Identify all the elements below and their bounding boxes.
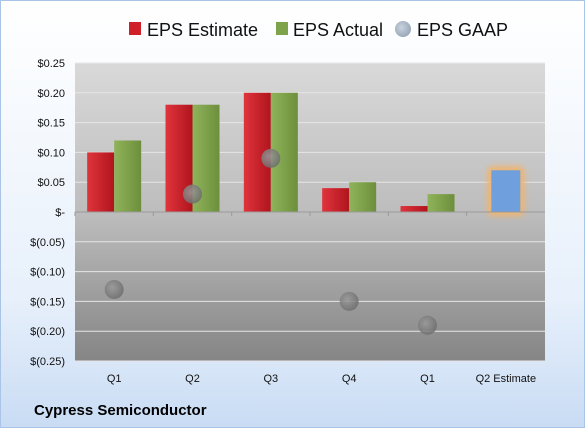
- y-tick-label: $0.05: [37, 177, 65, 189]
- y-axis-tick-labels: $0.25 $0.20 $0.15 $0.10 $0.05 $- $(0.05) $(0.10…: [30, 58, 65, 368]
- y-tick-label: $0.20: [37, 88, 65, 100]
- bar-eps-actual-q1: [114, 140, 142, 212]
- y-tick-label: $0.25: [37, 58, 65, 70]
- bar-eps-estimate-q1: [400, 206, 428, 212]
- x-tick-label: Q4: [342, 373, 357, 385]
- legend: EPS Estimate EPS Actual EPS GAAP: [129, 20, 508, 40]
- x-tick-label: Q1: [107, 373, 122, 385]
- point-eps-gaap-q4: [339, 291, 359, 311]
- legend-swatch-eps-estimate: [129, 22, 141, 35]
- gaap-points: [104, 148, 437, 335]
- y-tick-label: $(0.25): [30, 356, 65, 368]
- y-tick-label: $-: [55, 207, 65, 219]
- bar-eps-estimate-q4: [322, 188, 350, 212]
- gridlines: [75, 62, 545, 362]
- y-tick-label: $0.15: [37, 118, 65, 130]
- y-tick-label: $(0.05): [30, 237, 65, 249]
- bar-eps-estimate-q1: [87, 152, 115, 212]
- y-tick-label: $(0.10): [30, 267, 65, 279]
- company-name: Cypress Semiconductor: [34, 402, 207, 419]
- x-tick-label: Q3: [263, 373, 278, 385]
- bar-eps-estimate-q2-estimate: [491, 170, 521, 212]
- legend-label-eps-estimate: EPS Estimate: [147, 20, 258, 40]
- point-eps-gaap-q1: [104, 279, 124, 299]
- bar-eps-actual-q4: [349, 182, 377, 212]
- bar-eps-actual-q1: [427, 194, 455, 212]
- point-eps-gaap-q1: [418, 315, 437, 335]
- x-tick-label: Q1: [420, 373, 435, 385]
- legend-swatch-eps-actual: [276, 22, 288, 35]
- zero-line: [74, 211, 545, 216]
- y-tick-label: $0.10: [37, 147, 65, 159]
- y-tick-label: $(0.20): [30, 326, 65, 338]
- point-eps-gaap-q3: [261, 148, 281, 168]
- point-eps-gaap-q2: [183, 184, 202, 204]
- x-axis-tick-labels: Q1 Q2 Q3 Q4 Q1 Q2 Estimate: [107, 373, 536, 385]
- x-tick-label: Q2 Estimate: [476, 373, 537, 385]
- legend-label-eps-gaap: EPS GAAP: [417, 20, 508, 40]
- legend-swatch-eps-gaap: [395, 21, 411, 37]
- y-tick-label: $(0.15): [30, 296, 65, 308]
- x-tick-label: Q2: [185, 373, 200, 385]
- legend-label-eps-actual: EPS Actual: [293, 20, 383, 40]
